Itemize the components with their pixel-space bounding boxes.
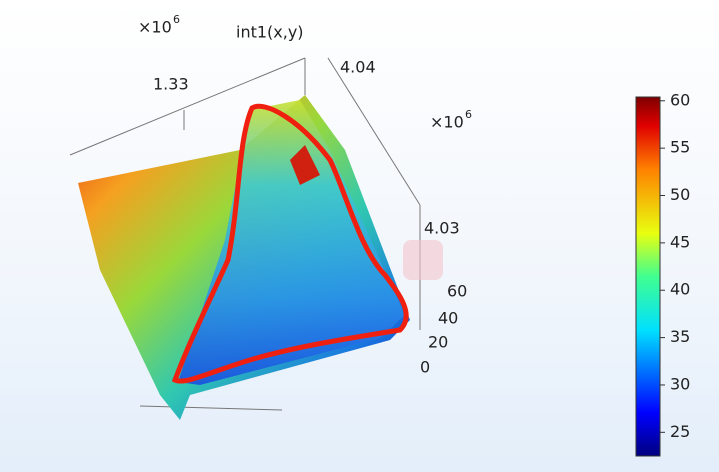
colorbar-tick-label: 50 [670,185,690,204]
surface-peak [290,145,320,185]
x-tick-label: 1.33 [153,75,189,94]
colorbar-tick-label: 60 [670,90,690,109]
axis-multiplier-exponent: 6 [173,13,180,26]
colorbar-tick-label: 55 [670,138,690,157]
colorbar-tick-label: 45 [670,232,690,251]
axis-multiplier: ×10 [430,113,464,132]
highlight-outline [171,103,409,384]
z-tick-label: 40 [438,309,458,328]
y-tick-label: 4.04 [340,58,376,77]
colorbar-tick-label: 40 [670,280,690,299]
axis-multiplier: ×10 [138,18,172,37]
plot-title: int1(x,y) [236,23,304,42]
colorbar-tick-label: 25 [670,422,690,441]
surface-region [178,100,405,385]
z-tick-label: 60 [447,282,467,301]
z-tick-label: 0 [420,358,430,377]
colorbar-tick-label: 30 [670,374,690,393]
zoom-icon[interactable] [403,240,443,280]
y-tick-label: 4.03 [424,219,460,238]
axis-multiplier-exponent: 6 [465,108,472,121]
colorbar [635,96,661,457]
z-tick-label: 20 [428,333,448,352]
colorbar-tick-label: 35 [670,327,690,346]
